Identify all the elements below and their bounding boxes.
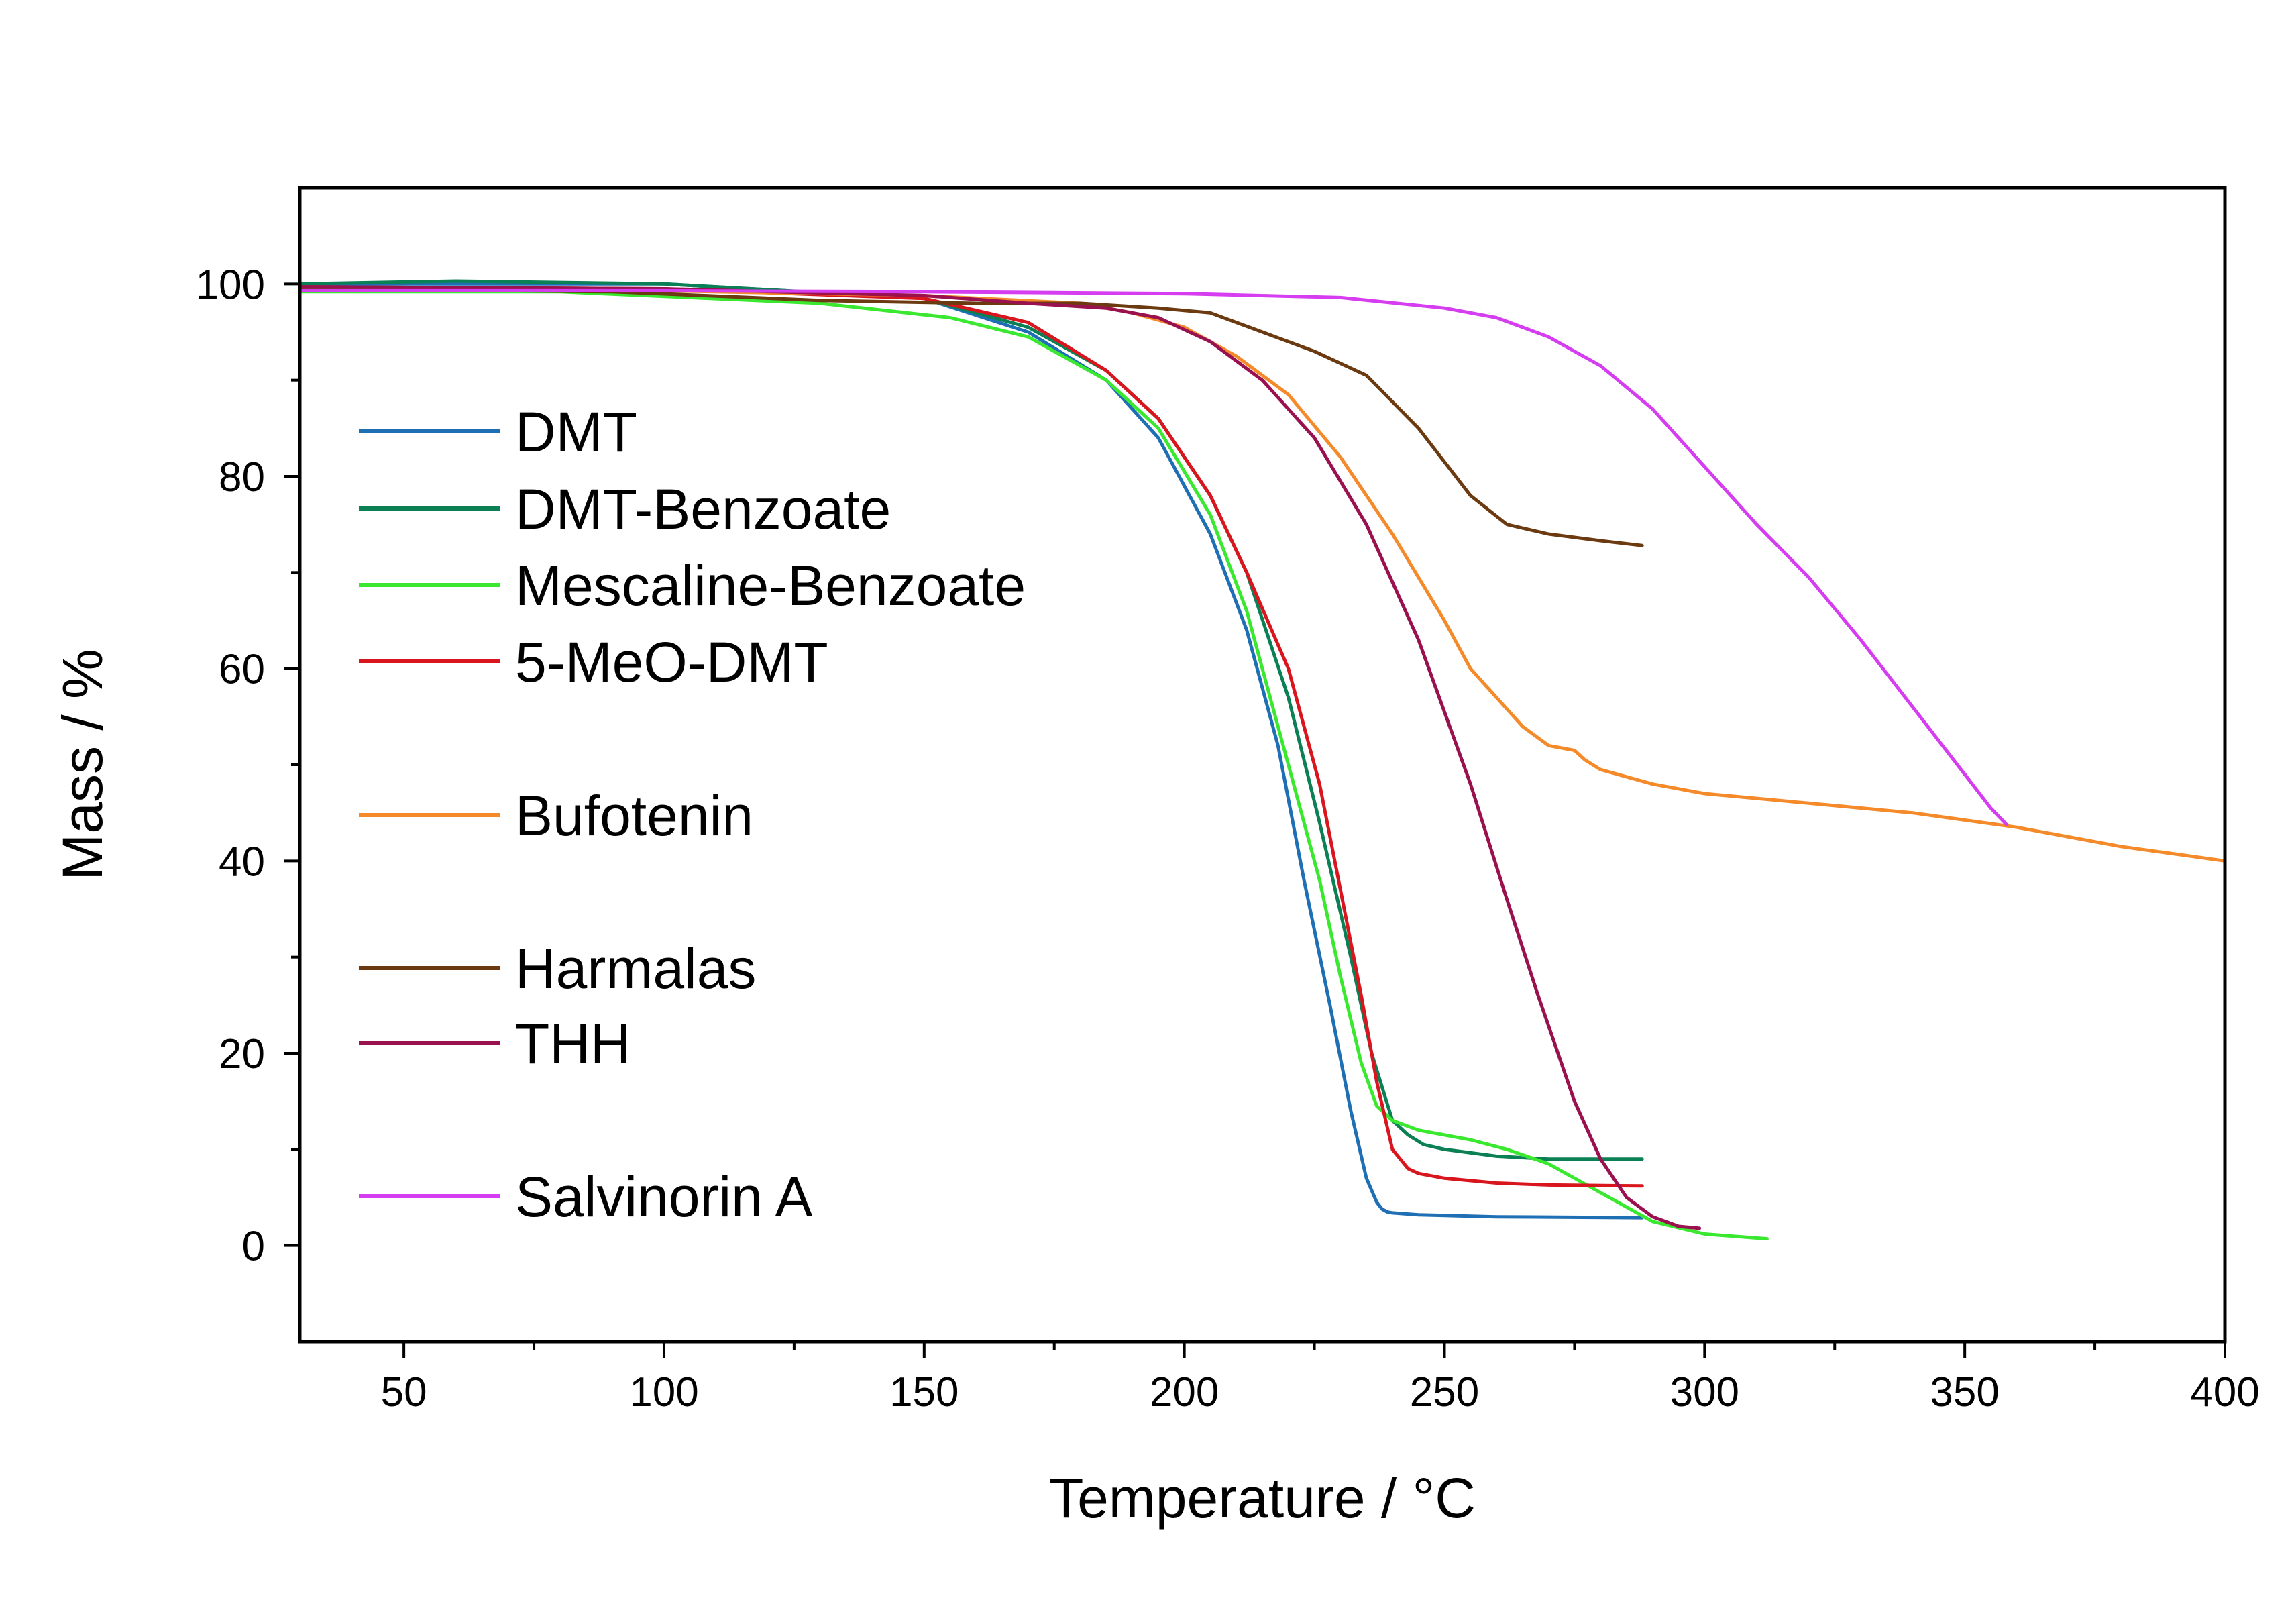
legend-label-bufotenin: Bufotenin — [515, 784, 753, 847]
x-tick-label: 250 — [1410, 1369, 1479, 1415]
x-tick-label: 350 — [1930, 1369, 1999, 1415]
y-tick-label: 100 — [196, 262, 265, 308]
tick-layer: 50 100 150 200 250 300 350 400 0 20 40 60 80 100 — [196, 262, 2260, 1415]
series-line-thh — [298, 285, 1702, 1230]
series-line-5-meo-dmt — [298, 285, 1644, 1188]
x-tick-label: 200 — [1150, 1369, 1219, 1415]
legend-label-mescaline-benzoate: Mescaline-Benzoate — [515, 554, 1026, 617]
series-line-dmt — [298, 282, 1644, 1220]
legend-label-thh: THH — [515, 1012, 631, 1075]
legend-label-dmt: DMT — [515, 400, 637, 464]
legend-label-salvinorin-a: Salvinorin A — [515, 1165, 813, 1228]
y-tick-label: 0 — [242, 1224, 265, 1270]
x-tick-label: 50 — [381, 1369, 427, 1415]
series-line-salvinorin-a — [298, 288, 2008, 826]
y-axis-title: Mass / % — [51, 649, 114, 880]
legend-label-5-meo-dmt: 5-MeO-DMT — [515, 631, 828, 694]
y-tick-label: 60 — [219, 647, 265, 693]
series-line-mescaline-benzoate — [298, 290, 1769, 1241]
x-tick-label: 150 — [889, 1369, 959, 1415]
series-line-harmalas — [298, 287, 1644, 547]
x-tick-label: 300 — [1670, 1369, 1739, 1415]
y-tick-label: 80 — [219, 454, 265, 500]
plot-frame — [298, 186, 2227, 1344]
x-tick-label: 400 — [2190, 1369, 2259, 1415]
legend-label-harmalas: Harmalas — [515, 937, 756, 1000]
x-tick-label: 100 — [629, 1369, 698, 1415]
x-axis-title: Temperature / °C — [1049, 1466, 1476, 1530]
legend-label-dmt-benzoate: DMT-Benzoate — [515, 478, 891, 541]
legend: DMT DMT-Benzoate Mescaline-Benzoate 5-MeO-D… — [359, 400, 1026, 1228]
y-tick-label: 20 — [219, 1031, 265, 1077]
y-tick-label: 40 — [219, 839, 265, 885]
series-layer — [298, 279, 2227, 1241]
